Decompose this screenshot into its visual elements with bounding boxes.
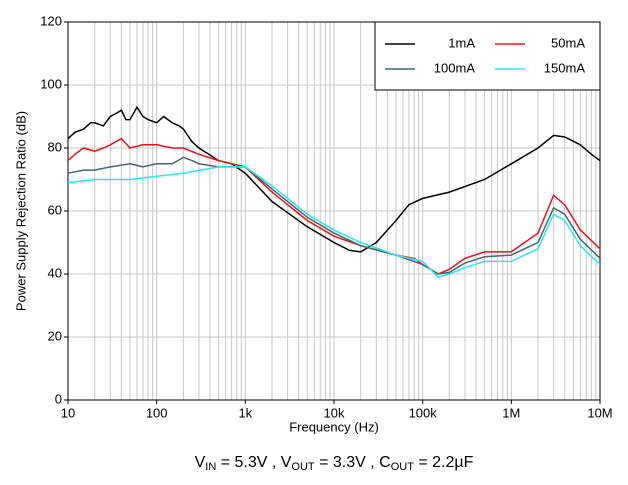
caption-subscript: OUT bbox=[291, 461, 315, 473]
x-tick-label: 10 bbox=[61, 405, 75, 420]
series-line bbox=[67, 105, 601, 253]
y-tick-label: 0 bbox=[55, 391, 62, 406]
x-tick-label: 10k bbox=[324, 405, 345, 420]
y-tick-label: 120 bbox=[40, 13, 62, 28]
legend-label: 150mA bbox=[544, 60, 586, 75]
x-tick-label: 100k bbox=[409, 405, 438, 420]
x-axis-label: Frequency (Hz) bbox=[289, 419, 379, 434]
caption-part: = 3.3V , C bbox=[315, 454, 391, 471]
series-line bbox=[67, 156, 601, 275]
legend-box bbox=[374, 21, 601, 91]
y-tick-label: 60 bbox=[48, 202, 62, 217]
caption-part: = 5.3V , V bbox=[216, 454, 291, 471]
y-axis-label: Power Supply Rejection Ratio (dB) bbox=[13, 111, 28, 311]
y-tick-label: 100 bbox=[40, 76, 62, 91]
y-tick-label: 20 bbox=[48, 328, 62, 343]
legend-label: 50mA bbox=[551, 35, 585, 50]
y-tick-label: 80 bbox=[48, 139, 62, 154]
caption: VIN = 5.3V , VOUT = 3.3V , COUT = 2.2µF bbox=[195, 454, 474, 473]
x-tick-label: 100 bbox=[146, 405, 168, 420]
caption-part: = 2.2µF bbox=[414, 454, 474, 471]
caption-part: V bbox=[195, 454, 206, 471]
y-tick-label: 40 bbox=[48, 265, 62, 280]
x-tick-label: 1M bbox=[502, 405, 520, 420]
caption-subscript: OUT bbox=[391, 461, 415, 473]
caption-subscript: IN bbox=[205, 461, 216, 473]
x-tick-label: 1k bbox=[238, 405, 252, 420]
legend-label: 100mA bbox=[434, 60, 476, 75]
legend-label: 1mA bbox=[448, 35, 475, 50]
plot-frame bbox=[67, 21, 601, 401]
series-line bbox=[67, 166, 601, 278]
x-tick-label: 10M bbox=[587, 405, 612, 420]
series-line bbox=[67, 137, 601, 275]
